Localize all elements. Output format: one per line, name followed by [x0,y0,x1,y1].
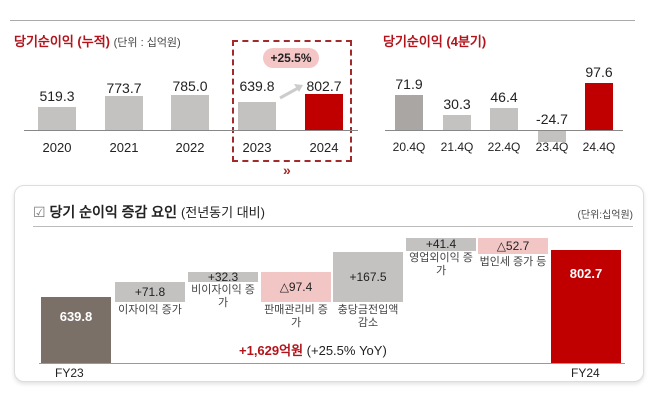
bar-24-4q [585,83,613,130]
value-label: 519.3 [39,88,75,104]
step-label: 비이자이익 증가 [191,284,255,309]
bar-20-4q [395,95,423,130]
step-label: 영업외이익 증가 [409,252,473,277]
bar-2022 [171,95,209,130]
value-label: 46.4 [490,89,518,105]
value-label: -24.7 [536,111,568,127]
value-label: 71.9 [395,76,423,92]
waterfall-panel: ☑ 당기 순이익 증감 요인 (전년동기 대비) (단위:십억원) 639.8 … [14,185,644,382]
left-chart-title: 당기순이익 (누적) (단위 : 십억원) [14,34,181,49]
chevron-down-icon: » [283,162,291,178]
step-label: 법인세 증가 등 [479,256,547,268]
x-label: 20.4Q [392,140,426,154]
bar-2023 [238,102,276,130]
x-label: 2024 [309,140,339,155]
bar-noninterest: +32.3 [188,271,258,283]
right-chart-title: 당기순이익 (4분기) [383,34,487,49]
bar-2021 [105,96,143,130]
bar-nonop: +41.4 [406,238,476,251]
highlight-box [232,40,352,162]
bar-22-4q [490,108,518,130]
bar-23-4q [538,130,566,142]
x-label: 2020 [42,140,72,155]
bar-tax: △52.7 [478,238,548,254]
x-label: 21.4Q [440,140,474,154]
bar-2020 [38,107,76,130]
step-label: 이자이익 증가 [118,304,182,316]
value-label: 30.3 [443,96,471,112]
value-label: 639.8 [239,78,275,94]
x-label: 2021 [109,140,139,155]
bar-sga: △97.4 [261,272,331,302]
value-label: 97.6 [585,64,613,80]
step-label: 충당금전입액 감소 [337,304,399,329]
bar-fy24: 802.7 [551,250,621,363]
x-label: 2023 [242,140,272,155]
panel-unit: (단위:십억원) [577,210,633,221]
value-label: 802.7 [306,78,342,94]
step-label: 판매관리비 증가 [264,304,328,329]
panel-title: ☑ 당기 순이익 증감 요인 (전년동기 대비) [33,204,265,220]
x-label: 24.4Q [582,140,616,154]
trend-arrow-icon [279,84,303,100]
growth-badge: +25.5% [263,48,319,68]
bar-interest: +71.8 [115,282,185,302]
check-circle-icon: ☑ [33,204,46,220]
x-label: 22.4Q [487,140,521,154]
x-label-fy24: FY24 [571,366,600,380]
total-change: +1,629억원 (+25.5% YoY) [239,343,387,358]
bar-fy23: 639.8 [41,297,111,363]
x-label: 23.4Q [535,140,569,154]
x-label-fy23: FY23 [55,366,84,380]
top-divider [10,20,635,21]
x-label: 2022 [175,140,205,155]
bar-2024 [305,94,343,130]
bar-21-4q [443,115,471,130]
bar-provision: +167.5 [333,252,403,302]
value-label: 773.7 [106,80,142,96]
